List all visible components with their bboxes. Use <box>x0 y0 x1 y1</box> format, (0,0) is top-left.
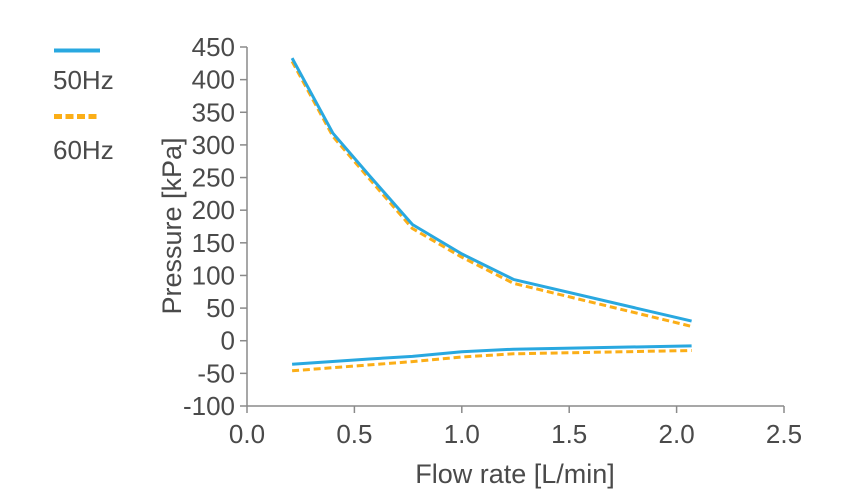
x-tick-label: 1.0 <box>444 419 480 449</box>
legend-line-60hz-icon <box>54 114 100 119</box>
y-tick-label: 0 <box>221 326 235 356</box>
y-tick-label: 350 <box>192 97 235 127</box>
60hz-lower-curve <box>291 349 692 373</box>
legend-label-60hz: 60Hz <box>53 135 114 165</box>
50hz-upper-curve <box>290 57 692 323</box>
y-tick-label: -100 <box>183 391 235 421</box>
50hz-lower-curve <box>291 344 692 366</box>
y-tick-label: 300 <box>192 130 235 160</box>
y-tick-label: 250 <box>192 163 235 193</box>
x-tick-label: 0.0 <box>229 419 265 449</box>
y-tick-label: 100 <box>192 260 235 290</box>
chart-legend: 50Hz 60Hz <box>53 0 193 180</box>
y-tick-label: 200 <box>192 195 235 225</box>
x-axis-title: Flow rate [L/min] <box>415 459 615 489</box>
x-tick-label: 2.5 <box>766 419 802 449</box>
y-tick-label: 400 <box>192 65 235 95</box>
y-axis-title: Pressure [kPa] <box>157 137 187 314</box>
x-tick-label: 1.5 <box>551 419 587 449</box>
y-tick-label: 50 <box>206 293 235 323</box>
x-tick-label: 0.5 <box>336 419 372 449</box>
legend-label-50hz: 50Hz <box>53 65 114 95</box>
x-tick-label: 2.0 <box>659 419 695 449</box>
y-tick-label: 150 <box>192 228 235 258</box>
y-tick-label: 450 <box>192 32 235 62</box>
plot-axes-and-series: 0.0 0.5 1.0 1.5 2.0 2.5 -100-50050100150200250… <box>183 32 802 449</box>
legend-line-50hz-icon <box>54 48 100 53</box>
60hz-upper-curve <box>290 60 692 328</box>
y-tick-label: -50 <box>197 358 235 388</box>
